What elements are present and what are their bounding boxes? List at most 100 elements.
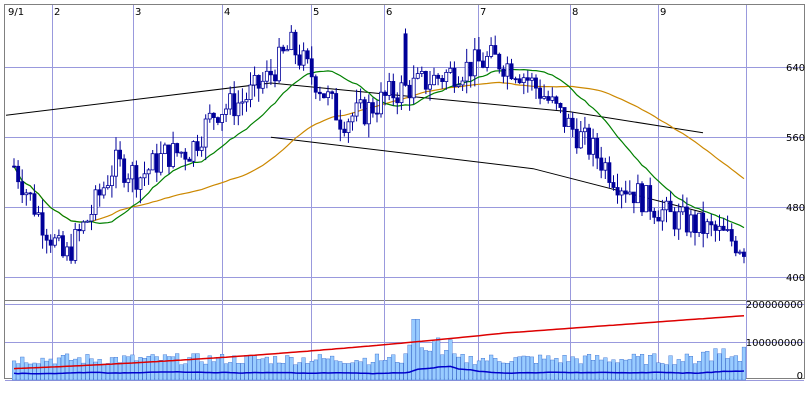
candle-body	[717, 225, 722, 231]
volume-bar	[122, 355, 127, 381]
candle-body	[118, 149, 122, 160]
candle-body	[281, 46, 286, 52]
candle-body	[640, 183, 644, 213]
volume-bar	[432, 341, 437, 381]
volume-bar	[73, 358, 78, 381]
candle-body	[81, 221, 86, 232]
candle-body	[472, 49, 477, 77]
volume-bar	[423, 350, 429, 381]
volume-bar	[248, 355, 253, 381]
candle-body	[444, 72, 449, 83]
grid-lines	[5, 5, 804, 381]
candle-body	[636, 183, 640, 204]
volume-bar	[611, 359, 616, 381]
volume-bar	[383, 360, 388, 381]
candle-body	[611, 182, 616, 188]
candle-body	[40, 212, 45, 236]
candle-body	[591, 137, 595, 155]
volume-bar	[542, 358, 547, 381]
volume-bar	[619, 359, 624, 381]
candle-body	[370, 102, 375, 114]
volume-bar	[313, 359, 318, 381]
volume-bar	[697, 361, 702, 381]
candle-body	[130, 165, 135, 180]
candle-body	[350, 115, 355, 123]
candle-body	[338, 119, 343, 130]
candle-body	[476, 49, 481, 62]
candle-body	[452, 67, 457, 87]
candle-body	[729, 229, 734, 242]
volume-bar	[105, 363, 110, 381]
candle-body	[20, 181, 25, 196]
volume-bar	[529, 356, 534, 381]
candle-body	[644, 185, 648, 213]
volume-bar	[578, 363, 583, 381]
candle-body	[138, 177, 143, 190]
volume-bar	[142, 358, 147, 381]
volume-bar	[684, 353, 689, 381]
volume-bar	[615, 362, 620, 381]
candle-body	[652, 210, 657, 218]
candle-body	[44, 234, 49, 241]
candle-body	[570, 117, 575, 130]
volume-bar	[721, 348, 726, 381]
price-moving-averages	[13, 68, 745, 229]
candle-body	[676, 211, 681, 230]
trend-channel-upper	[5, 82, 704, 134]
volume-bar	[717, 353, 722, 381]
candle-body	[599, 157, 604, 171]
candle-body	[313, 76, 318, 93]
price-tick-label: 480	[786, 203, 805, 214]
candle-body	[509, 63, 514, 80]
volume-bar	[211, 361, 216, 381]
volume-bar	[97, 359, 102, 381]
candle-body	[664, 200, 669, 211]
candle-body	[713, 224, 718, 231]
volume-bar	[301, 357, 306, 381]
volume-bar	[342, 363, 347, 381]
candle-body	[232, 93, 237, 117]
volume-bar	[317, 354, 322, 381]
volume-bar	[175, 353, 180, 381]
candle-body	[440, 78, 445, 83]
volume-bar	[354, 360, 359, 381]
candle-body	[374, 112, 379, 115]
volume-bar	[326, 358, 331, 381]
volume-bar	[709, 360, 714, 381]
ma-short-line	[13, 68, 745, 229]
candle-body	[423, 71, 428, 90]
candle-body	[607, 162, 612, 183]
x-tick-label: 4	[224, 7, 230, 18]
candle-body	[701, 212, 706, 234]
volume-bar	[358, 361, 363, 381]
candle-body	[648, 185, 653, 212]
candle-body	[73, 228, 78, 261]
candle-body	[179, 151, 184, 154]
volume-bar	[195, 353, 200, 381]
volume-bar	[741, 346, 746, 381]
x-tick-label: 8	[572, 7, 578, 18]
volume-bar	[215, 357, 221, 381]
volume-bar	[419, 347, 424, 381]
candle-body	[122, 158, 127, 183]
candle-body	[77, 228, 82, 232]
volume-bar	[60, 355, 65, 381]
candle-body	[419, 71, 424, 74]
volume-bar	[228, 362, 233, 381]
volume-bar	[134, 360, 139, 381]
volume-bar	[505, 363, 510, 381]
volume-bar	[374, 353, 380, 381]
volume-bar	[232, 355, 237, 381]
volume-bar	[603, 357, 608, 381]
volume-bar	[680, 361, 685, 381]
candle-body	[550, 96, 555, 101]
volume-bar	[403, 353, 408, 381]
candle-body	[321, 93, 326, 99]
volume-bar	[566, 361, 571, 381]
candle-body	[562, 107, 567, 127]
candle-body	[273, 74, 277, 82]
volume-bar	[497, 361, 502, 381]
volume-bar	[701, 351, 706, 381]
candle-body	[142, 173, 147, 179]
candle-body	[297, 54, 302, 66]
